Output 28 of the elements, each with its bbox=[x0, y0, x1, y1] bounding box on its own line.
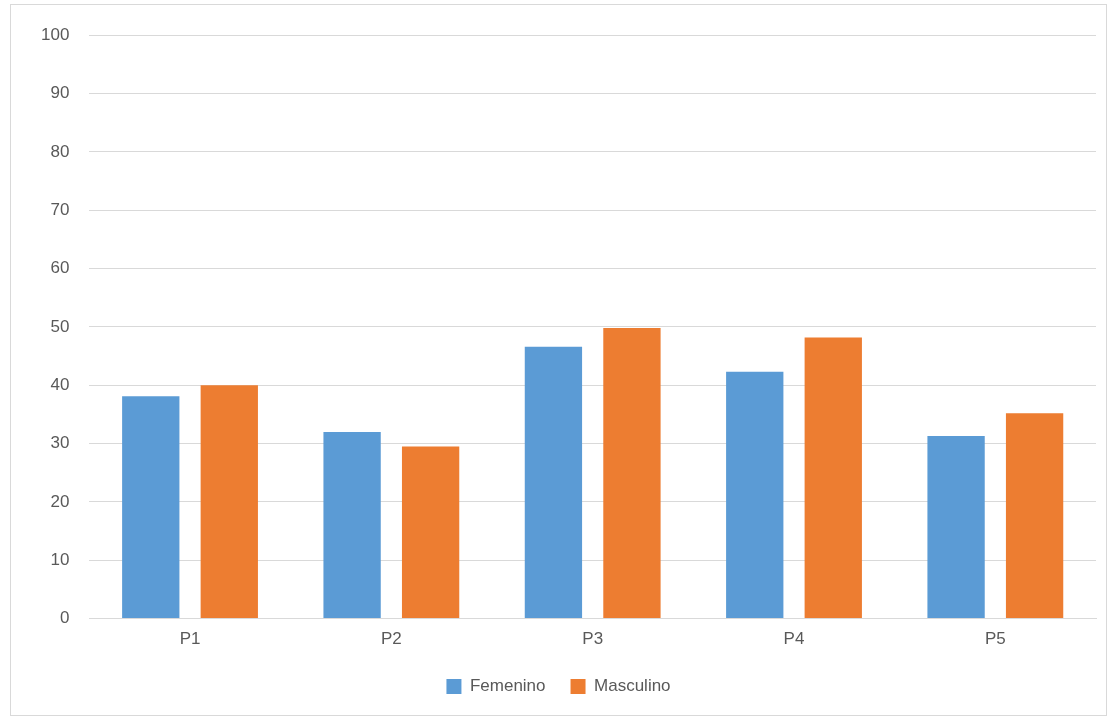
bar bbox=[122, 396, 180, 619]
y-tick-label: 70 bbox=[50, 199, 70, 219]
bar bbox=[200, 385, 258, 619]
y-tick-label: 0 bbox=[59, 608, 70, 628]
y-tick-label: 60 bbox=[50, 258, 70, 278]
x-tick-label: P3 bbox=[582, 629, 604, 649]
bar bbox=[927, 436, 985, 619]
bar bbox=[1005, 413, 1064, 619]
y-tick-label: 20 bbox=[50, 491, 70, 511]
bar bbox=[524, 346, 583, 619]
y-tick-label: 100 bbox=[40, 24, 70, 44]
y-tick-label: 90 bbox=[50, 83, 70, 103]
bar bbox=[726, 371, 784, 619]
x-tick-label: P2 bbox=[380, 629, 402, 649]
y-tick-label: 10 bbox=[50, 549, 70, 569]
bar bbox=[804, 337, 862, 619]
y-tick-label: 50 bbox=[50, 316, 70, 336]
bar bbox=[401, 446, 460, 619]
y-tick-label: 30 bbox=[50, 433, 70, 453]
legend-label: Masculino bbox=[594, 676, 671, 696]
x-tick-label: P1 bbox=[179, 629, 201, 649]
x-tick-label: P5 bbox=[984, 629, 1006, 649]
legend-label: Femenino bbox=[469, 676, 546, 696]
bar bbox=[603, 328, 661, 619]
y-tick-label: 40 bbox=[50, 374, 70, 394]
bar bbox=[323, 431, 381, 619]
y-tick-label: 80 bbox=[50, 141, 70, 161]
x-tick-label: P4 bbox=[783, 629, 805, 649]
